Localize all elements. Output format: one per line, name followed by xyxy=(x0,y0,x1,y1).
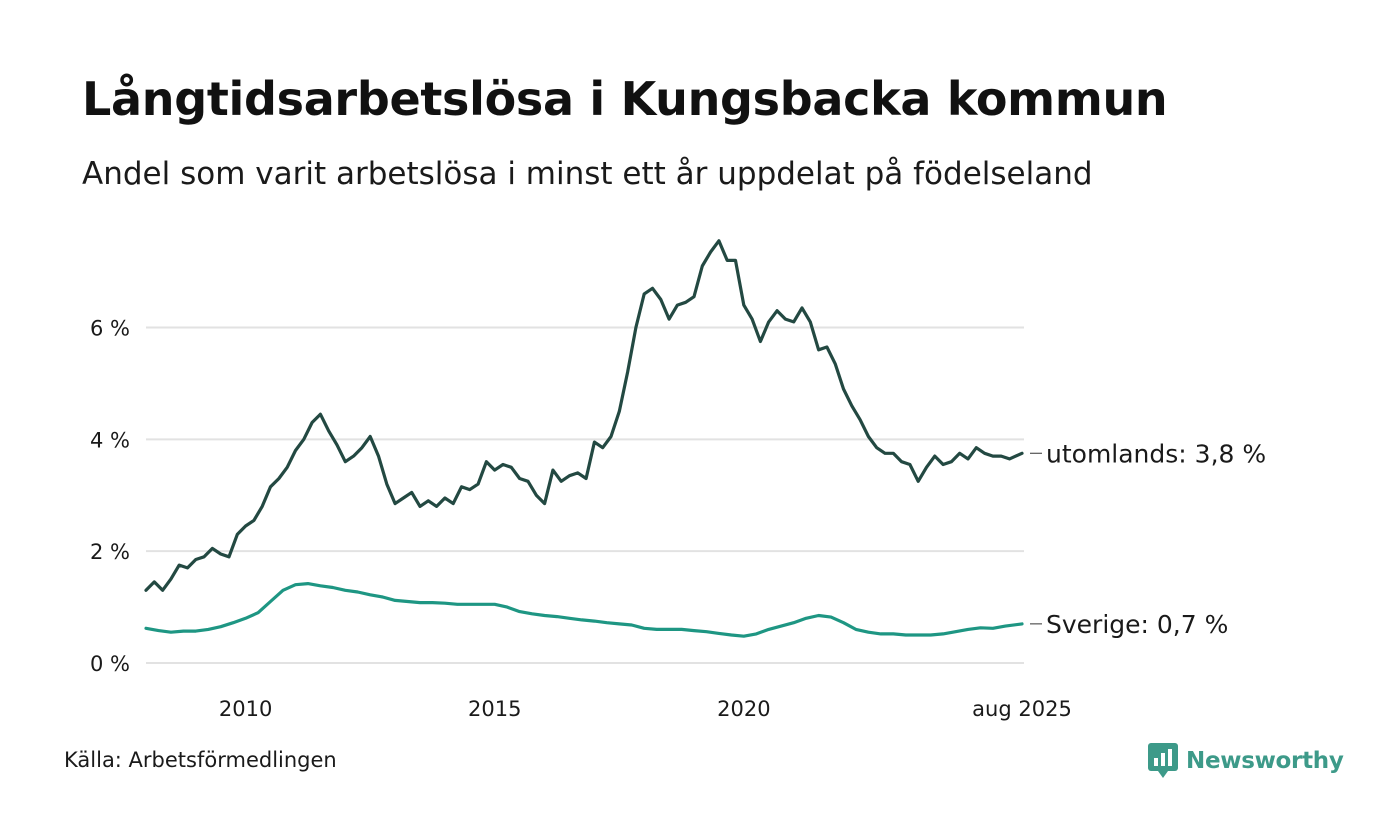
end-labels: utomlands: 3,8 % Sverige: 0,7 % xyxy=(1030,439,1266,639)
x-tick-label: 2015 xyxy=(468,697,521,721)
x-tick-label: 2020 xyxy=(717,697,770,721)
y-tick-label: 6 % xyxy=(90,316,130,340)
chart-title: Långtidsarbetslösa i Kungsbacka kommun xyxy=(82,72,1168,126)
source-note: Källa: Arbetsförmedlingen xyxy=(64,748,337,772)
series-lines xyxy=(144,239,1024,638)
end-label-sverige: Sverige: 0,7 % xyxy=(1046,610,1228,639)
brand-logo: Newsworthy xyxy=(1148,743,1344,779)
gridlines xyxy=(146,326,1024,664)
x-axis-ticks: 2010 2015 2020 aug 2025 xyxy=(219,697,1072,721)
series-line-sverige xyxy=(144,581,1024,638)
y-axis-ticks: 0 % 2 % 4 % 6 % xyxy=(90,316,130,676)
chart-subtitle: Andel som varit arbetslösa i minst ett å… xyxy=(82,156,1093,192)
y-tick-label: 0 % xyxy=(90,652,130,676)
brand-name: Newsworthy xyxy=(1186,748,1344,774)
y-tick-label: 4 % xyxy=(90,428,130,452)
series-line-utomlands xyxy=(144,239,1024,592)
x-tick-label: 2010 xyxy=(219,697,272,721)
end-label-utomlands: utomlands: 3,8 % xyxy=(1046,439,1266,468)
newsworthy-logo-icon xyxy=(1148,743,1178,778)
y-tick-label: 2 % xyxy=(90,540,130,564)
x-tick-label: aug 2025 xyxy=(972,697,1072,721)
